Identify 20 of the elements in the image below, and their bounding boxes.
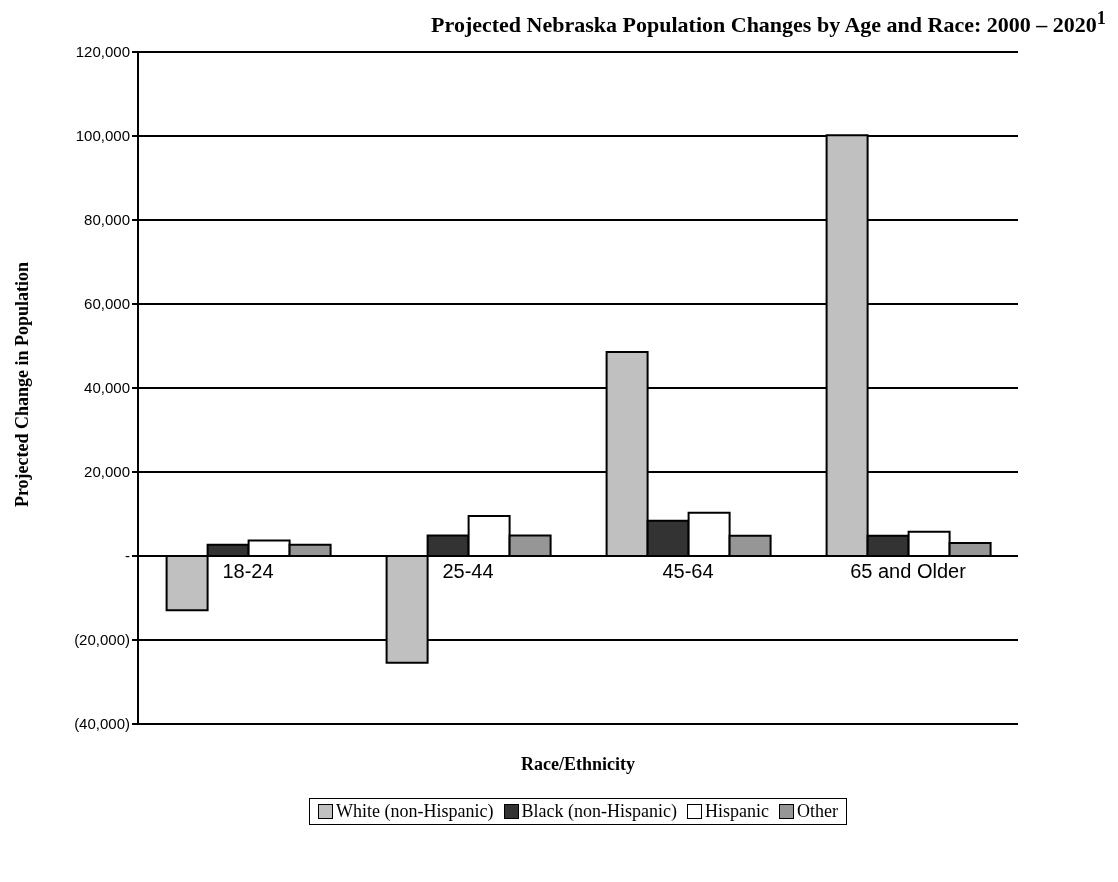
x-tick-label: 18-24 — [222, 560, 274, 582]
y-tick-label: (40,000) — [74, 715, 130, 733]
x-tick-label: 65 and Older — [850, 560, 967, 582]
x-tick-label: 45-64 — [662, 560, 714, 582]
y-tick-label: 120,000 — [75, 43, 130, 61]
y-tick-label: 100,000 — [75, 127, 130, 145]
legend-label: Other — [795, 801, 838, 822]
y-tick-label: (20,000) — [74, 631, 130, 649]
y-tick-label: 40,000 — [84, 379, 130, 397]
y-tick-label: - — [125, 547, 130, 565]
legend-label: Hispanic — [703, 801, 769, 822]
legend-label: Black (non-Hispanic) — [520, 801, 677, 822]
y-tick-label: 80,000 — [84, 211, 130, 229]
y-tick-label: 20,000 — [84, 463, 130, 481]
legend-label: White (non-Hispanic) — [335, 801, 494, 822]
y-axis-title: Projected Change in Population — [12, 261, 34, 507]
y-tick-label: 60,000 — [84, 295, 130, 313]
x-tick-label: 25-44 — [442, 560, 494, 582]
chart-title: Projected Nebraska Population Changes by Age and Race: 2000 – 2020$^{1}$ — [431, 8, 1106, 38]
x-axis-title: Race/Ethnicity — [520, 754, 636, 775]
